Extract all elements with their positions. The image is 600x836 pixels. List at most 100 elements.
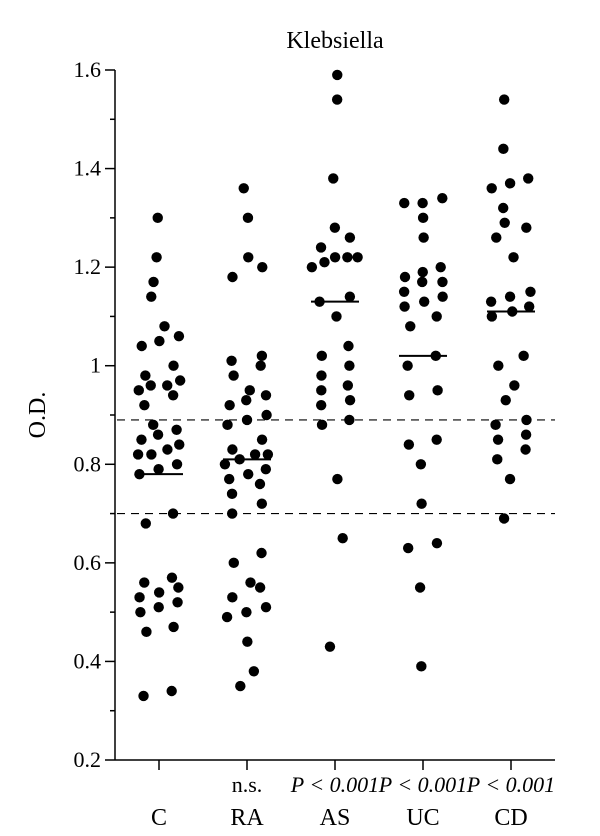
data-point — [505, 178, 515, 188]
data-point — [417, 198, 427, 208]
y-tick-label: 1.6 — [74, 57, 102, 82]
chart-title: Klebsiella — [286, 28, 384, 54]
data-point — [493, 434, 503, 444]
data-point — [337, 533, 347, 543]
data-point — [146, 292, 156, 302]
data-point — [224, 400, 234, 410]
category-label: RA — [230, 805, 264, 831]
data-point — [153, 430, 163, 440]
data-point — [146, 449, 156, 459]
category-label: C — [151, 805, 167, 831]
data-point — [222, 612, 232, 622]
data-point — [148, 277, 158, 287]
data-point — [239, 183, 249, 193]
data-point — [403, 543, 413, 553]
data-point — [168, 508, 178, 518]
data-point — [344, 415, 354, 425]
data-point — [343, 341, 353, 351]
data-point — [525, 287, 535, 297]
data-point — [404, 390, 414, 400]
data-point — [227, 489, 237, 499]
chart-container: 0.20.40.60.811.21.41.6CRAn.s.ASP < 0.001… — [0, 0, 600, 836]
data-point — [154, 336, 164, 346]
data-point — [416, 499, 426, 509]
data-point — [243, 469, 253, 479]
data-point — [432, 538, 442, 548]
data-point — [332, 94, 342, 104]
data-point — [418, 232, 428, 242]
data-point — [521, 223, 531, 233]
data-point — [255, 479, 265, 489]
y-tick-label: 1.4 — [74, 156, 102, 181]
data-point — [168, 390, 178, 400]
pvalue-label: P < 0.001 — [466, 772, 555, 797]
data-point — [328, 173, 338, 183]
data-point — [227, 592, 237, 602]
data-point — [437, 277, 447, 287]
data-point — [257, 262, 267, 272]
y-axis-label: O.D. — [25, 392, 51, 439]
category-label: CD — [494, 805, 527, 831]
data-point — [402, 361, 412, 371]
data-point — [151, 252, 161, 262]
data-point — [486, 296, 496, 306]
data-point — [174, 439, 184, 449]
data-point — [168, 361, 178, 371]
pvalue-label: P < 0.001 — [290, 772, 379, 797]
data-point — [345, 292, 355, 302]
data-point — [316, 370, 326, 380]
data-point — [159, 321, 169, 331]
data-point — [316, 400, 326, 410]
data-point — [518, 351, 528, 361]
data-point — [509, 380, 519, 390]
data-point — [257, 351, 267, 361]
data-point — [319, 257, 329, 267]
data-point — [245, 577, 255, 587]
data-point — [521, 415, 531, 425]
data-point — [255, 361, 265, 371]
data-point — [261, 390, 271, 400]
data-point — [399, 287, 409, 297]
data-point — [229, 558, 239, 568]
data-point — [172, 597, 182, 607]
data-point — [498, 144, 508, 154]
data-point — [487, 183, 497, 193]
data-point — [520, 444, 530, 454]
pvalue-label: P < 0.001 — [378, 772, 467, 797]
data-point — [493, 361, 503, 371]
data-point — [331, 311, 341, 321]
category-label: AS — [320, 805, 351, 831]
data-point — [139, 577, 149, 587]
data-point — [437, 292, 447, 302]
data-point — [154, 587, 164, 597]
data-point — [242, 637, 252, 647]
data-point — [431, 434, 441, 444]
data-point — [419, 296, 429, 306]
y-tick-label: 0.2 — [74, 747, 102, 772]
y-tick-label: 1.2 — [74, 254, 102, 279]
data-point — [505, 474, 515, 484]
data-point — [404, 439, 414, 449]
data-point — [162, 444, 172, 454]
data-point — [133, 449, 143, 459]
data-point — [343, 380, 353, 390]
data-point — [418, 267, 428, 277]
data-point — [227, 444, 237, 454]
data-point — [400, 272, 410, 282]
data-point — [245, 385, 255, 395]
data-point — [325, 641, 335, 651]
data-point — [261, 410, 271, 420]
data-point — [134, 385, 144, 395]
data-point — [330, 223, 340, 233]
data-point — [167, 572, 177, 582]
data-point — [399, 301, 409, 311]
data-point — [437, 193, 447, 203]
data-point — [243, 252, 253, 262]
data-point — [141, 518, 151, 528]
data-point — [521, 430, 531, 440]
data-point — [499, 513, 509, 523]
data-point — [243, 213, 253, 223]
data-point — [250, 449, 260, 459]
data-point — [227, 508, 237, 518]
data-point — [332, 474, 342, 484]
